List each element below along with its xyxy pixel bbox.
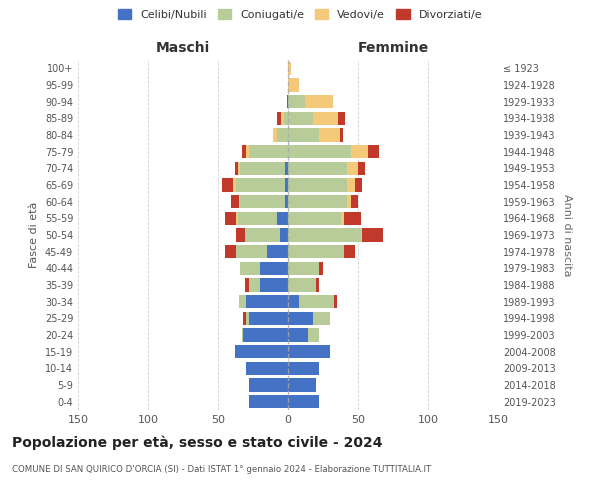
- Bar: [243, 312, 246, 325]
- Bar: [334, 295, 337, 308]
- Bar: [308, 328, 319, 342]
- Bar: [243, 328, 288, 342]
- Bar: [241, 262, 260, 275]
- Bar: [242, 145, 246, 158]
- Bar: [368, 145, 379, 158]
- Bar: [288, 278, 316, 291]
- Bar: [246, 295, 288, 308]
- Bar: [238, 212, 277, 225]
- Bar: [267, 245, 288, 258]
- Text: Femmine: Femmine: [358, 41, 428, 55]
- Bar: [260, 262, 288, 275]
- Bar: [236, 178, 285, 192]
- Bar: [241, 195, 285, 208]
- Bar: [288, 295, 299, 308]
- Bar: [260, 278, 288, 291]
- Bar: [245, 278, 249, 291]
- Bar: [344, 212, 361, 225]
- Bar: [288, 95, 305, 108]
- Bar: [288, 128, 319, 141]
- Bar: [288, 312, 313, 325]
- Bar: [241, 162, 285, 175]
- Bar: [222, 178, 233, 192]
- Bar: [277, 112, 281, 125]
- Bar: [288, 112, 313, 125]
- Bar: [280, 228, 288, 241]
- Bar: [246, 362, 288, 375]
- Bar: [285, 195, 288, 208]
- Bar: [246, 145, 249, 158]
- Bar: [341, 212, 344, 225]
- Bar: [277, 212, 288, 225]
- Bar: [288, 228, 361, 241]
- Bar: [288, 328, 308, 342]
- Bar: [235, 162, 238, 175]
- Bar: [313, 112, 338, 125]
- Bar: [225, 212, 236, 225]
- Bar: [287, 95, 288, 108]
- Bar: [340, 128, 343, 141]
- Bar: [338, 112, 346, 125]
- Bar: [288, 78, 299, 92]
- Bar: [272, 128, 277, 141]
- Bar: [284, 112, 288, 125]
- Bar: [288, 362, 319, 375]
- Bar: [344, 245, 355, 258]
- Text: Maschi: Maschi: [156, 41, 210, 55]
- Bar: [239, 195, 241, 208]
- Bar: [246, 312, 249, 325]
- Bar: [347, 178, 355, 192]
- Bar: [249, 378, 288, 392]
- Bar: [313, 312, 330, 325]
- Bar: [285, 178, 288, 192]
- Bar: [305, 95, 333, 108]
- Bar: [351, 145, 368, 158]
- Bar: [316, 278, 319, 291]
- Bar: [288, 262, 319, 275]
- Bar: [225, 245, 236, 258]
- Bar: [236, 228, 245, 241]
- Bar: [239, 295, 246, 308]
- Bar: [230, 195, 239, 208]
- Bar: [285, 162, 288, 175]
- Bar: [361, 228, 362, 241]
- Bar: [351, 195, 358, 208]
- Bar: [288, 345, 330, 358]
- Bar: [242, 328, 243, 342]
- Bar: [299, 295, 334, 308]
- Bar: [249, 395, 288, 408]
- Bar: [288, 378, 316, 392]
- Bar: [288, 245, 344, 258]
- Bar: [233, 178, 236, 192]
- Y-axis label: Fasce di età: Fasce di età: [29, 202, 39, 268]
- Bar: [288, 212, 341, 225]
- Bar: [235, 345, 288, 358]
- Bar: [236, 245, 267, 258]
- Bar: [319, 262, 323, 275]
- Bar: [347, 162, 358, 175]
- Bar: [245, 228, 280, 241]
- Y-axis label: Anni di nascita: Anni di nascita: [562, 194, 572, 276]
- Bar: [249, 278, 260, 291]
- Bar: [347, 195, 351, 208]
- Bar: [288, 178, 347, 192]
- Bar: [238, 162, 241, 175]
- Bar: [249, 145, 288, 158]
- Bar: [288, 145, 351, 158]
- Bar: [277, 128, 288, 141]
- Bar: [355, 178, 362, 192]
- Bar: [249, 312, 288, 325]
- Bar: [236, 212, 238, 225]
- Bar: [288, 195, 347, 208]
- Bar: [319, 128, 340, 141]
- Bar: [362, 228, 383, 241]
- Text: COMUNE DI SAN QUIRICO D'ORCIA (SI) - Dati ISTAT 1° gennaio 2024 - Elaborazione T: COMUNE DI SAN QUIRICO D'ORCIA (SI) - Dat…: [12, 465, 431, 474]
- Bar: [281, 112, 284, 125]
- Text: Popolazione per età, sesso e stato civile - 2024: Popolazione per età, sesso e stato civil…: [12, 435, 383, 450]
- Legend: Celibi/Nubili, Coniugati/e, Vedovi/e, Divorziati/e: Celibi/Nubili, Coniugati/e, Vedovi/e, Di…: [115, 6, 485, 23]
- Bar: [358, 162, 365, 175]
- Bar: [288, 62, 291, 75]
- Bar: [288, 162, 347, 175]
- Bar: [288, 395, 319, 408]
